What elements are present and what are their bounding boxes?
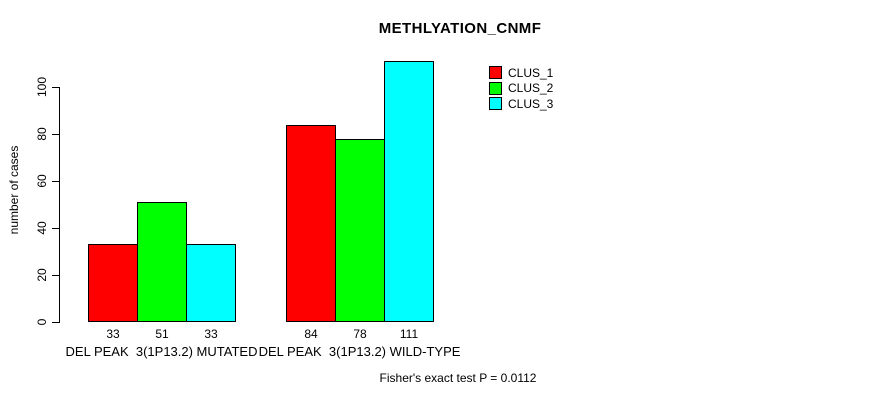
y-axis-line [59, 87, 60, 323]
bar-value-label: 111 [399, 327, 419, 341]
y-tick-label: 40 [35, 221, 49, 235]
annotation-text: Fisher's exact test P = 0.0112 [379, 371, 537, 385]
bar-value-label: 33 [106, 327, 120, 341]
legend-item: CLUS_2 [489, 81, 553, 97]
y-tick-label: 0 [35, 318, 49, 326]
bar-value-label: 84 [304, 327, 318, 341]
y-tick-label: 20 [35, 268, 49, 282]
legend-swatch-clus_3 [489, 97, 502, 111]
y-tick-label: 80 [35, 127, 49, 141]
y-axis-label: number of cases [7, 145, 21, 235]
legend-label: CLUS_1 [508, 65, 554, 80]
chart-title: METHLYATION_CNMF [378, 20, 542, 37]
legend-item: CLUS_3 [489, 96, 553, 112]
bar-value-label: 33 [204, 327, 218, 341]
bar-clus_2-group1 [137, 202, 187, 322]
y-tick-mark [52, 322, 59, 323]
legend-swatch-clus_2 [489, 81, 502, 95]
legend-item: CLUS_1 [489, 65, 553, 81]
legend: CLUS_1 CLUS_2 CLUS_3 [489, 65, 553, 112]
y-tick-label: 60 [35, 174, 49, 188]
y-tick-mark [52, 228, 59, 229]
y-tick-mark [52, 181, 59, 182]
y-tick-label: 100 [35, 76, 49, 98]
bar-clus_2-group2 [335, 138, 385, 322]
legend-swatch-clus_1 [489, 66, 502, 80]
category-label: DEL PEAK 3(1P13.2) MUTATED [65, 344, 258, 359]
bar-clus_3-group2 [384, 61, 434, 322]
y-tick-mark [52, 134, 59, 135]
bar-clus_1-group2 [286, 124, 336, 322]
bar-clus_1-group1 [88, 244, 138, 322]
y-tick-mark [52, 275, 59, 276]
y-tick-mark [52, 87, 59, 88]
bar-value-label: 78 [353, 327, 367, 341]
bar-value-label: 51 [155, 327, 169, 341]
category-label: DEL PEAK 3(1P13.2) WILD-TYPE [258, 344, 461, 359]
legend-label: CLUS_2 [508, 81, 554, 96]
bar-clus_3-group1 [186, 244, 236, 322]
legend-label: CLUS_3 [508, 96, 554, 111]
